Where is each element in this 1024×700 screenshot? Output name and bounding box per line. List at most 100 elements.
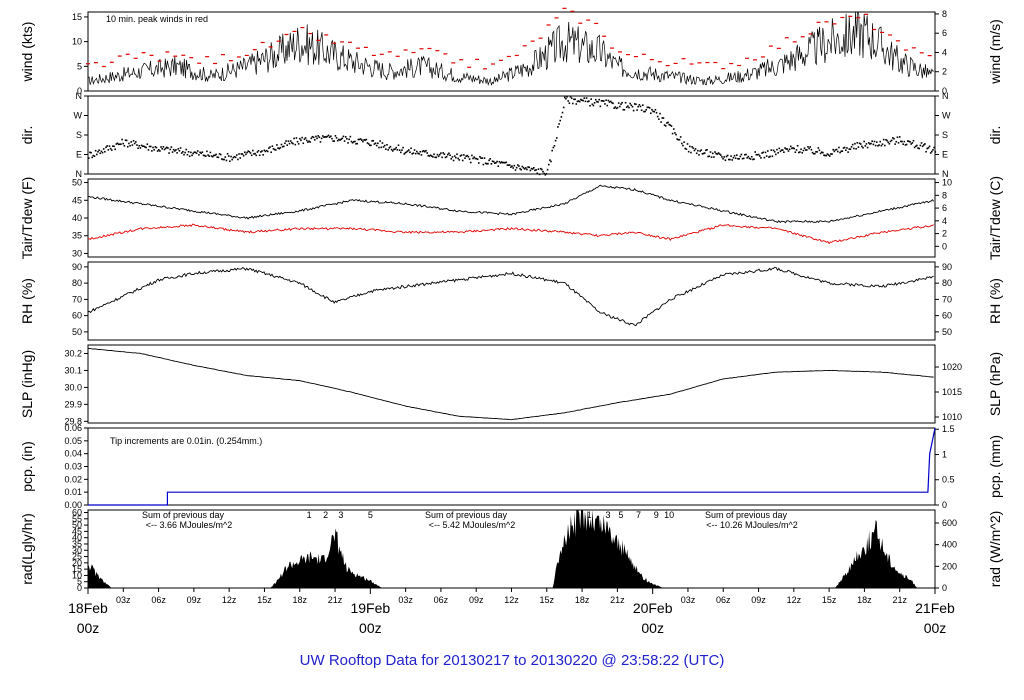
direction-point — [779, 150, 782, 153]
x-tick-label: 12z — [222, 595, 237, 605]
y-tick-label: 30.1 — [64, 365, 82, 375]
direction-point — [399, 151, 402, 154]
direction-point — [528, 166, 531, 169]
direction-point — [530, 167, 533, 170]
direction-point — [667, 121, 669, 124]
direction-point — [617, 102, 620, 104]
x-tick-label: 06z — [151, 595, 166, 605]
y2-tick-label: N — [942, 91, 949, 101]
direction-point — [825, 154, 828, 157]
direction-point — [419, 150, 422, 153]
direction-point — [293, 137, 295, 140]
direction-point — [214, 154, 216, 157]
direction-point — [191, 154, 193, 157]
direction-point — [108, 145, 111, 147]
direction-point — [889, 140, 892, 143]
direction-point — [670, 125, 673, 127]
direction-point — [769, 155, 771, 158]
direction-point — [858, 142, 861, 145]
y-tick-label: S — [76, 130, 82, 140]
direction-point — [483, 157, 486, 159]
direction-point — [405, 151, 408, 153]
direction-point — [276, 144, 278, 146]
direction-point — [801, 152, 804, 154]
direction-point — [453, 155, 456, 157]
y2-tick-label: 2 — [942, 229, 947, 239]
direction-point — [652, 110, 654, 113]
direction-point — [339, 139, 341, 141]
y-axis-label: rad(Lgly/hr) — [19, 513, 35, 585]
y-axis-label: dir. — [19, 126, 35, 145]
direction-point — [898, 136, 901, 138]
direction-point — [487, 162, 489, 165]
direction-point — [118, 143, 121, 146]
direction-point — [458, 159, 461, 161]
direction-point — [92, 154, 95, 157]
direction-point — [481, 157, 484, 159]
direction-point — [437, 155, 440, 158]
direction-point — [760, 157, 762, 159]
direction-point — [764, 151, 767, 154]
direction-point — [344, 136, 347, 138]
direction-point — [198, 154, 200, 156]
direction-point — [208, 155, 211, 158]
direction-point — [90, 151, 92, 154]
direction-point — [616, 106, 619, 109]
direction-point — [702, 152, 705, 155]
direction-point — [194, 151, 197, 154]
y-tick-label: W — [74, 111, 83, 121]
direction-point — [749, 158, 752, 160]
direction-point — [637, 105, 640, 108]
direction-point — [934, 151, 937, 153]
direction-point — [444, 156, 447, 159]
direction-point — [909, 141, 911, 143]
direction-point — [115, 143, 118, 145]
direction-point — [707, 155, 709, 158]
direction-point — [541, 168, 543, 171]
direction-point — [544, 174, 547, 176]
direction-point — [346, 138, 348, 140]
direction-point — [297, 143, 300, 145]
direction-point — [145, 146, 147, 149]
direction-point — [692, 147, 695, 149]
direction-point — [923, 144, 925, 146]
direction-point — [838, 146, 840, 149]
direction-point — [499, 162, 502, 164]
direction-point — [900, 140, 902, 143]
direction-point — [738, 158, 740, 160]
x-tick-label: 09z — [187, 595, 202, 605]
direction-point — [385, 148, 387, 150]
direction-point — [864, 145, 867, 147]
direction-point — [396, 149, 399, 151]
direction-point — [160, 146, 162, 148]
y-tick-label: 20 — [72, 558, 82, 568]
direction-point — [762, 151, 765, 154]
direction-point — [599, 105, 602, 108]
direction-point — [815, 150, 817, 153]
direction-point — [767, 150, 769, 152]
direction-point — [183, 153, 185, 156]
direction-point — [300, 139, 302, 142]
direction-point — [280, 143, 283, 146]
direction-point — [104, 150, 106, 153]
direction-point — [816, 151, 818, 153]
direction-point — [440, 152, 442, 154]
y-tick-label: 55 — [72, 514, 82, 524]
direction-point — [287, 140, 290, 142]
direction-point — [262, 154, 264, 156]
y-tick-label: 0.03 — [64, 462, 82, 472]
direction-point — [135, 141, 137, 143]
direction-point — [257, 149, 260, 152]
direction-point — [116, 142, 119, 145]
direction-point — [221, 158, 223, 160]
y2-tick-label: 60 — [942, 311, 952, 321]
direction-point — [842, 147, 845, 149]
y-tick-label: 0.06 — [64, 423, 82, 433]
direction-point — [193, 151, 196, 154]
direction-point — [215, 153, 217, 156]
direction-point — [656, 115, 659, 118]
direction-point — [682, 144, 684, 147]
y2-tick-label: 0 — [942, 241, 947, 251]
direction-point — [428, 155, 431, 157]
direction-point — [165, 146, 168, 149]
